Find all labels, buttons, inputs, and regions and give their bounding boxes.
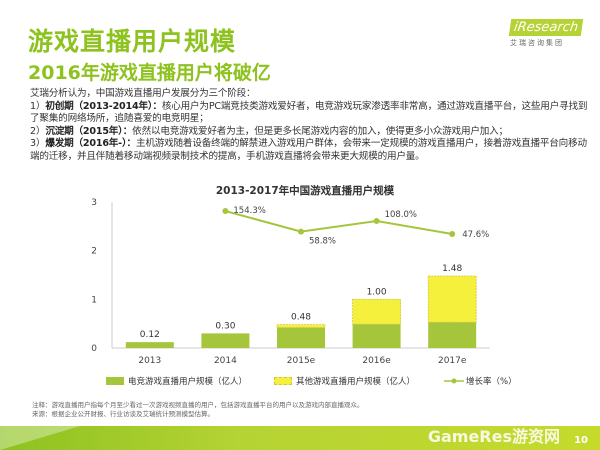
stage-3: 3）爆发期（2016年-）：主机游戏随着设备终端的解禁进入游戏用户群体，会带来一… (30, 138, 592, 163)
bar-other (352, 298, 402, 325)
y-tick-label: 2 (91, 247, 97, 257)
growth-point (298, 228, 304, 235)
bar-other (276, 324, 326, 328)
intro-lead: 艾瑞分析认为，中国游戏直播用户发展分为三个阶段： (30, 88, 256, 99)
stage-name: 爆发期（2016年-）： (45, 138, 136, 149)
x-tick-label: 2014 (214, 356, 237, 366)
stage-1: 1）初创期（2013-2014年）：核心用户为PC端竞技类游戏爱好者，电竞游戏玩… (30, 101, 592, 126)
logo-tagline: 艾瑞咨询集团 (510, 39, 564, 47)
total-label: 0.48 (291, 313, 311, 323)
total-label: 1.48 (442, 264, 462, 274)
bar-esports (201, 333, 250, 348)
watermark: GameRes游资网 (427, 427, 560, 446)
y-tick-label: 3 (91, 198, 97, 208)
x-tick-label: 2015e (287, 356, 316, 366)
bar-esports (125, 342, 174, 348)
total-label: 1.00 (367, 287, 387, 297)
footnotes: 注释：游戏直播用户指每个月至少看过一次游戏视频直播的用户，包括游戏直播平台的用户… (32, 401, 364, 419)
legend-line-marker (444, 378, 464, 384)
iresearch-logo: iResearch 艾瑞咨询集团 (508, 16, 585, 48)
stage-text: 主机游戏随着设备终端的解禁进入游戏用户群体，会带来一定规模的游戏直播用户，接着游… (30, 138, 587, 162)
growth-line (225, 210, 453, 236)
legend-item-other: 其他游戏直播用户规模（亿人） (274, 375, 415, 387)
x-tick-label: 2013 (138, 356, 161, 366)
stage-2: 2）沉淀期（2015年）：依然以电竞游戏爱好者为主，但是更多长尾游戏内容的加入，… (30, 126, 592, 139)
legend-label: 电竞游戏直播用户规模（亿人） (128, 377, 248, 387)
user-scale-chart: 2013-2017年中国游戏直播用户规模 0 1 2 3 2013 2014 2015e 20… (91, 184, 490, 366)
total-label: 0.12 (140, 330, 160, 340)
chart-title: 2013-2017年中国游戏直播用户规模 (216, 184, 395, 197)
bar-esports (428, 322, 477, 348)
legend-item-growth: 增长率（%） (444, 375, 517, 387)
stage-name: 沉淀期（2015年）： (45, 125, 133, 137)
page-title: 游戏直播用户规模 (28, 27, 237, 56)
y-tick-label: 0 (91, 344, 97, 354)
footer-band (0, 426, 600, 450)
x-tick-label: 2016e (362, 356, 391, 366)
growth-label: 58.8% (309, 237, 336, 247)
stage-name: 初创期（2013-2014年）： (45, 100, 162, 112)
bar-esports (352, 324, 401, 348)
source: 来源：根据企业公开财报、行业访谈及艾瑞统计预测模型估算。 (32, 410, 214, 418)
legend-label: 增长率（%） (466, 377, 517, 387)
footer-decoration (0, 426, 80, 450)
growth-label: 154.3% (233, 206, 265, 216)
legend-label: 其他游戏直播用户规模（亿人） (296, 377, 416, 387)
note: 注释：游戏直播用户指每个月至少看过一次游戏视频直播的用户，包括游戏直播平台的用户… (32, 401, 364, 409)
growth-point (222, 208, 229, 215)
bar-esports (277, 327, 325, 348)
x-tick-label: 2017e (438, 356, 467, 366)
legend-swatch (274, 377, 292, 385)
y-tick-label: 1 (91, 295, 97, 305)
legend-swatch (106, 377, 124, 385)
bar-other (427, 275, 477, 323)
page-subtitle: 2016年游戏直播用户将破亿 (28, 62, 271, 84)
stage-prefix: 1） (30, 100, 46, 112)
total-label: 0.30 (215, 321, 235, 331)
stage-text: 核心用户为PC端竞技类游戏爱好者，电竞游戏玩家渗透率非常高，通过游戏直播平台，这… (30, 100, 588, 125)
stage-prefix: 2） (30, 125, 46, 137)
legend-item-esports: 电竞游戏直播用户规模（亿人） (106, 375, 247, 387)
growth-point (373, 218, 380, 225)
intro-text: 艾瑞分析认为，中国游戏直播用户发展分为三个阶段： 1）初创期（2013-2014… (30, 88, 592, 163)
page-number: 10 (574, 435, 588, 446)
growth-label: 108.0% (385, 210, 417, 220)
growth-point (449, 231, 456, 238)
stage-text: 依然以电竞游戏爱好者为主，但是更多长尾游戏内容的加入，使得更多小众游戏用户加入； (132, 125, 508, 137)
stage-prefix: 3） (30, 138, 46, 149)
growth-label: 47.6% (462, 230, 489, 240)
